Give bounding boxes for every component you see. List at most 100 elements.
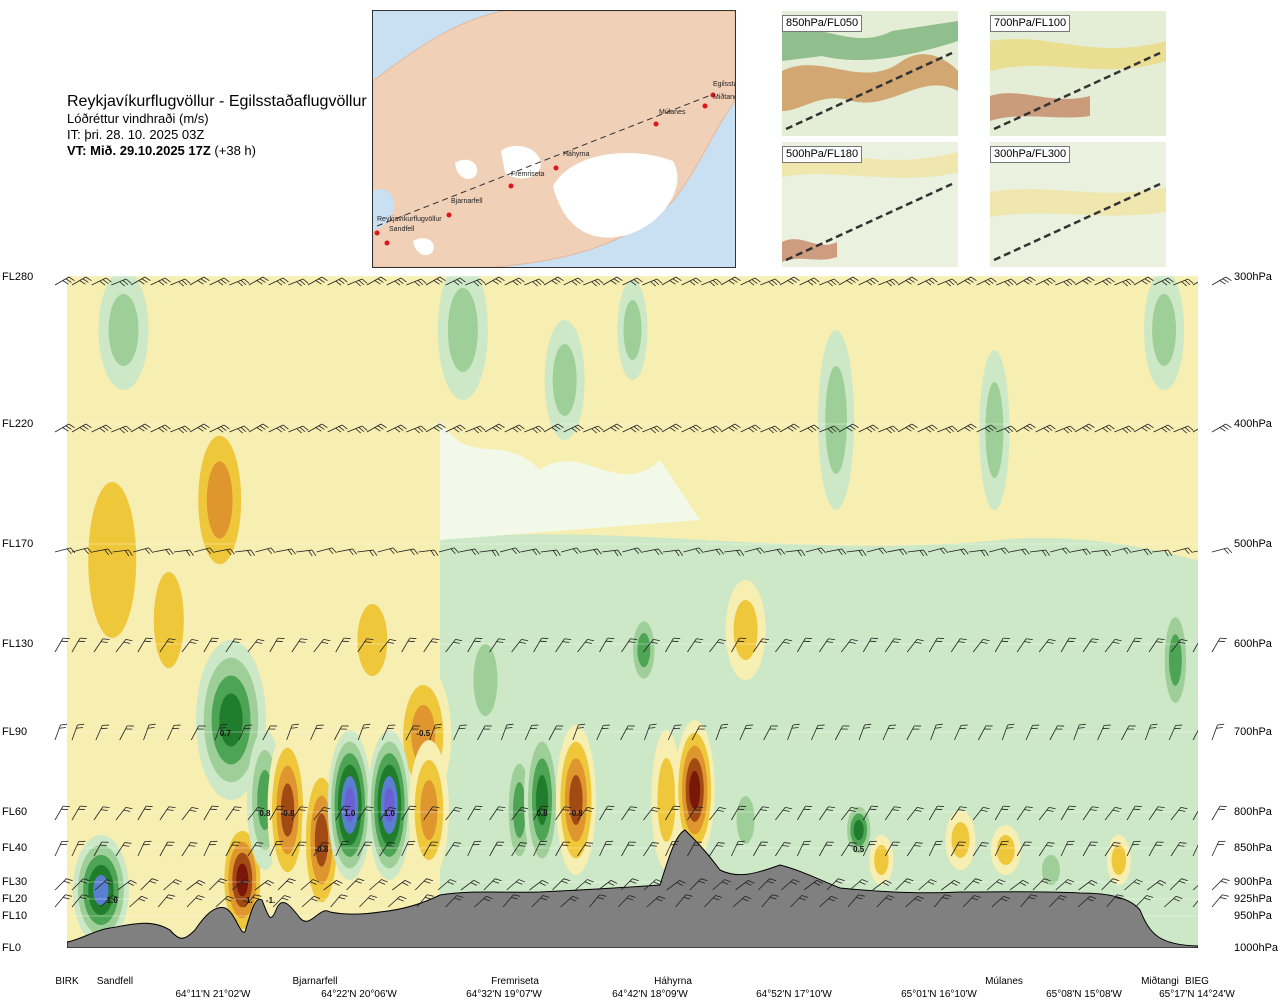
wind-barb bbox=[575, 879, 594, 891]
wind-barb bbox=[849, 879, 869, 891]
wind-barb bbox=[1049, 725, 1065, 741]
right-level-950: 950hPa bbox=[1234, 910, 1272, 922]
wind-barb bbox=[401, 840, 416, 857]
field-contour bbox=[733, 600, 758, 660]
wind-barb bbox=[465, 278, 486, 287]
wind-barb bbox=[208, 878, 228, 891]
wind-barb bbox=[91, 277, 112, 286]
wind-band-yellow bbox=[990, 38, 1166, 71]
wind-barb bbox=[858, 277, 879, 286]
contour-value-label: 1.0 bbox=[107, 896, 119, 905]
wind-barb bbox=[1073, 723, 1086, 741]
wind-barb bbox=[884, 841, 900, 857]
wind-barb bbox=[248, 276, 269, 286]
wind-barb bbox=[599, 840, 614, 857]
wind-barb bbox=[255, 547, 276, 555]
wind-barb bbox=[244, 894, 262, 908]
wind-barb bbox=[203, 637, 219, 653]
wind-barb bbox=[1016, 841, 1032, 857]
wind-barb bbox=[621, 806, 638, 821]
wind-barb bbox=[115, 806, 133, 821]
wind-barb bbox=[962, 895, 981, 908]
waypoint-marker bbox=[553, 165, 559, 171]
wind-barb bbox=[895, 878, 914, 891]
field-contour bbox=[536, 775, 549, 825]
wind-barb bbox=[286, 723, 299, 741]
right-level-500: 500hPa bbox=[1234, 538, 1272, 550]
wind-barb bbox=[1211, 276, 1232, 286]
wind-barb bbox=[720, 276, 741, 286]
wind-barb bbox=[760, 278, 781, 287]
level-map-850-svg bbox=[782, 11, 958, 136]
wind-barb bbox=[54, 276, 75, 286]
right-level-850: 850hPa bbox=[1234, 842, 1272, 854]
wind-barb bbox=[661, 276, 682, 286]
wind-barb bbox=[620, 878, 639, 891]
wind-barb bbox=[489, 841, 505, 857]
wind-barb bbox=[1211, 894, 1229, 908]
wind-barb bbox=[335, 805, 351, 821]
wind-barb bbox=[753, 806, 770, 821]
wind-barb bbox=[405, 725, 421, 741]
wind-barb bbox=[203, 840, 218, 857]
wind-barb bbox=[229, 278, 250, 287]
coord-8: 65°17'N 14°24'W bbox=[1159, 989, 1235, 1000]
wind-barb bbox=[1170, 638, 1188, 653]
wind-barb bbox=[357, 549, 378, 557]
wind-barb bbox=[775, 842, 791, 857]
wind-barb bbox=[1211, 723, 1225, 741]
wind-barb bbox=[918, 879, 937, 891]
wind-barb bbox=[840, 842, 857, 857]
wind-barb bbox=[1001, 723, 1015, 741]
wind-barb bbox=[665, 840, 679, 857]
wind-barb bbox=[996, 425, 1017, 434]
wind-barb bbox=[1211, 840, 1226, 857]
wind-barb bbox=[709, 806, 726, 821]
wind-barb bbox=[511, 638, 529, 653]
wind-barb bbox=[54, 637, 70, 653]
wind-barb bbox=[268, 424, 289, 433]
wind-barb bbox=[533, 805, 549, 821]
wind-barb bbox=[93, 806, 110, 821]
glacier-small-1 bbox=[455, 159, 478, 179]
wind-barb bbox=[529, 880, 549, 891]
wind-barb bbox=[111, 278, 132, 287]
contour-value-label: -1. bbox=[243, 896, 252, 905]
wind-barb bbox=[1025, 724, 1040, 741]
wind-barb bbox=[740, 424, 761, 433]
waypoint-label: Fremriseta bbox=[511, 171, 545, 178]
wind-barb bbox=[153, 548, 174, 556]
wind-barb bbox=[71, 894, 89, 908]
edge-wind-barbs bbox=[54, 276, 1233, 908]
contour-labels: 1.0 0.7 -1. -1. 0.8 -0.8 -0.8 1.0 1.0 -0.5 0.8 -0.8… bbox=[107, 729, 865, 905]
wind-barb bbox=[301, 895, 321, 908]
wind-barb bbox=[247, 638, 265, 653]
wind-barb bbox=[225, 638, 242, 653]
waypoint-label: Sandfell bbox=[389, 226, 415, 233]
wind-barb bbox=[681, 277, 702, 286]
left-level-fl220: FL220 bbox=[2, 418, 34, 430]
wind-barb bbox=[1172, 547, 1193, 555]
wind-barb bbox=[524, 724, 539, 741]
wind-barb bbox=[683, 547, 704, 555]
wind-barb bbox=[731, 637, 747, 653]
wind-barb bbox=[381, 724, 396, 741]
waypoint-label: Miðtangi bbox=[713, 93, 735, 101]
wind-barb bbox=[1121, 725, 1136, 741]
wind-barb bbox=[524, 425, 545, 434]
wind-barb bbox=[387, 895, 407, 908]
wind-barb bbox=[1020, 894, 1038, 908]
wind-barb bbox=[878, 278, 899, 287]
wind-barb bbox=[643, 842, 659, 857]
right-level-1000: 1000hPa bbox=[1234, 942, 1279, 954]
wind-barb bbox=[643, 879, 663, 891]
wind-barb bbox=[1104, 806, 1122, 821]
wind-barb bbox=[937, 278, 958, 287]
right-level-900: 900hPa bbox=[1234, 876, 1272, 888]
wind-barb bbox=[720, 423, 741, 433]
wind-barb bbox=[269, 637, 285, 653]
wind-barb bbox=[950, 841, 966, 857]
wind-barb bbox=[1094, 424, 1115, 433]
level-map-700: 700hPa/FL100 bbox=[990, 11, 1166, 136]
wind-barb bbox=[140, 878, 159, 891]
